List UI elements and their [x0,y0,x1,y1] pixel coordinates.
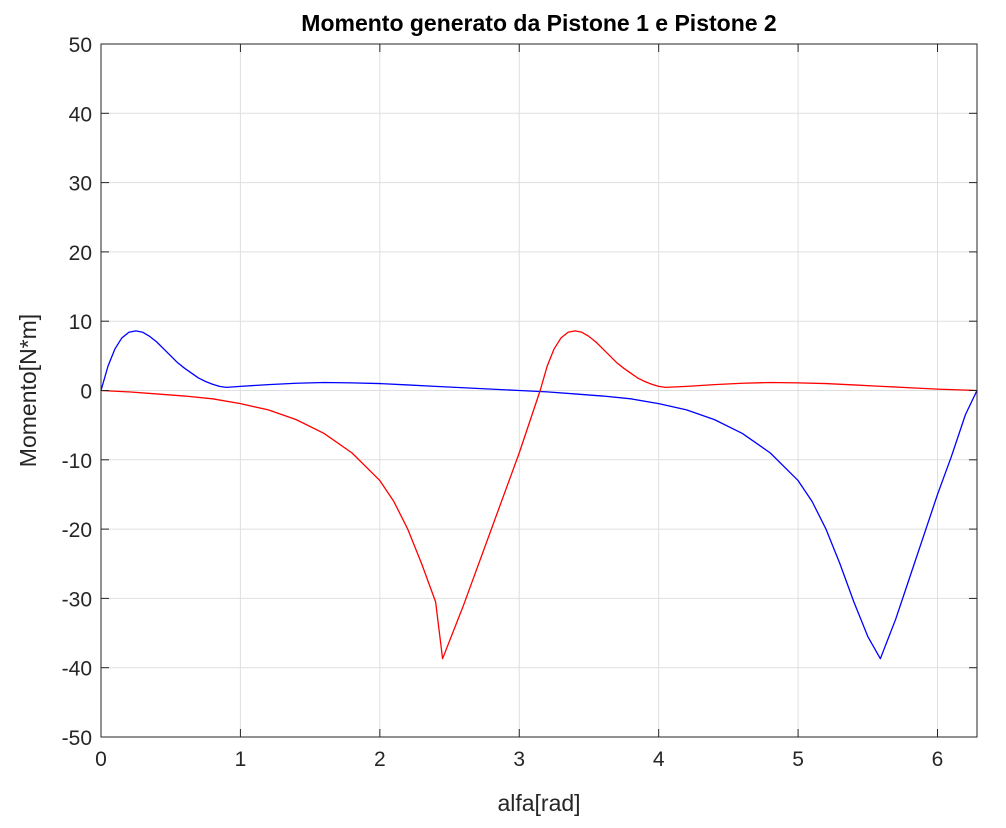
y-tick-label: 30 [69,173,92,196]
x-tick-label: 4 [653,748,665,771]
y-tick-label: -30 [62,588,92,611]
x-tick-label: 6 [932,748,944,771]
y-tick-label: -10 [62,450,92,473]
y-tick-label: 0 [80,381,92,404]
x-axis-label: alfa[rad] [497,790,580,816]
chart-title: Momento generato da Pistone 1 e Pistone … [301,10,776,36]
series-layer [100,330,978,660]
y-axis-label: Momento[N*m] [15,314,41,467]
x-tick-label: 3 [513,748,525,771]
series-line-1 [100,330,978,660]
ticks: 0 1 2 3 4 5 6 -50 -40 -30 -20 -10 0 10 20 30 40 50 [62,34,977,771]
x-tick-label: 0 [95,748,107,771]
x-tick-label: 2 [374,748,386,771]
y-tick-label: 10 [69,311,92,334]
x-tick-label: 1 [235,748,247,771]
y-tick-label: 40 [69,103,92,126]
y-tick-label: 50 [69,34,92,57]
series-line-2 [100,330,978,660]
y-tick-label: -20 [62,519,92,542]
y-tick-label: -40 [62,658,92,681]
y-tick-label: 20 [69,242,92,265]
y-tick-label: -50 [62,727,92,750]
x-tick-label: 5 [792,748,804,771]
